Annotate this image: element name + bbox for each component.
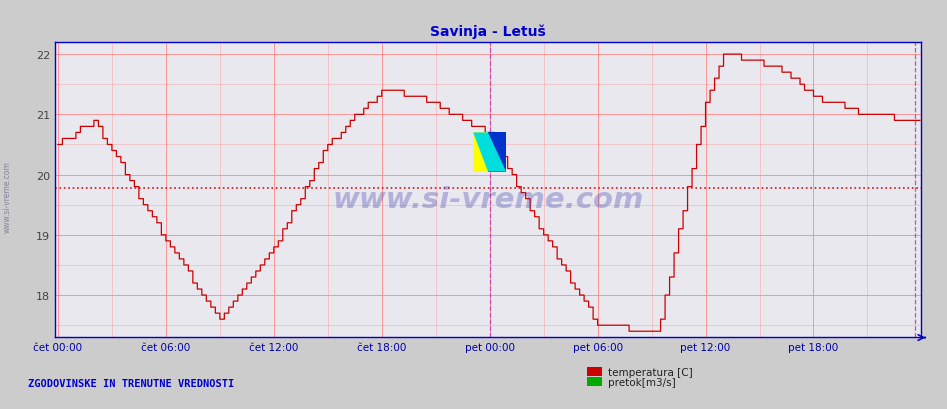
Text: www.si-vreme.com: www.si-vreme.com	[332, 185, 644, 213]
Text: pretok[m3/s]: pretok[m3/s]	[608, 377, 676, 387]
Polygon shape	[474, 133, 506, 172]
Title: Savinja - Letuš: Savinja - Letuš	[430, 25, 546, 39]
Bar	[474, 133, 488, 172]
Text: ZGODOVINSKE IN TRENUTNE VREDNOSTI: ZGODOVINSKE IN TRENUTNE VREDNOSTI	[28, 378, 235, 389]
Text: temperatura [C]: temperatura [C]	[608, 367, 692, 377]
Text: www.si-vreme.com: www.si-vreme.com	[3, 160, 12, 232]
Bar	[488, 133, 506, 172]
